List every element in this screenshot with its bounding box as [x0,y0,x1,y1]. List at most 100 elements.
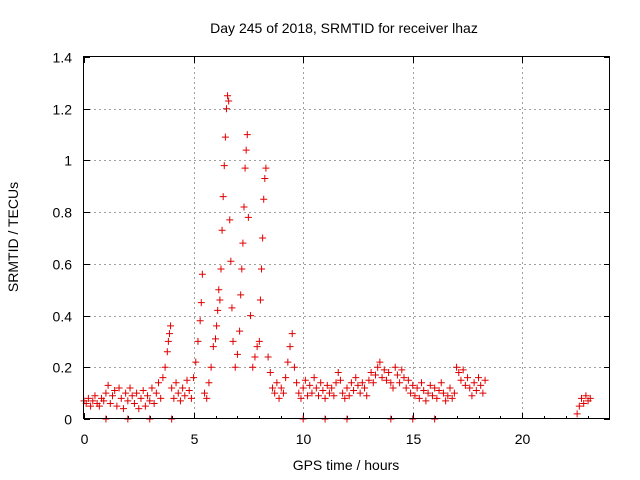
data-point [453,363,461,371]
data-point [190,374,198,382]
gridlines [84,57,610,419]
data-point [251,353,259,361]
data-point [249,363,257,371]
data-point [222,105,230,113]
data-point [446,384,454,392]
data-point [164,337,172,345]
data-point [374,363,382,371]
data-point [243,131,251,139]
data-point [420,387,428,395]
data-point [301,376,309,384]
data-point [100,397,108,405]
data-points [80,92,594,423]
data-point [435,387,443,395]
data-point [84,394,92,402]
data-point [433,394,441,402]
data-point [163,348,171,356]
y-tick-label: 0.2 [53,360,73,376]
data-point [444,392,452,400]
data-point [475,374,482,382]
data-point [236,327,244,335]
data-point [266,368,274,376]
data-point [290,363,298,371]
data-point [119,405,127,413]
data-point [220,162,228,170]
data-point [380,366,388,374]
data-point [376,358,384,366]
data-point [295,389,303,397]
data-point [256,296,264,304]
data-point [170,394,178,402]
data-point [297,394,305,402]
data-point [345,392,353,400]
data-point [104,381,112,389]
data-point [464,374,472,382]
data-point [286,343,294,351]
data-point [239,239,247,247]
data-point [161,363,169,371]
data-point [418,379,426,387]
data-point [411,392,419,400]
data-point [214,306,222,314]
data-point [415,394,423,402]
data-point [168,384,176,392]
data-point [247,312,255,320]
data-point [226,216,234,224]
data-point [194,337,202,345]
data-point [288,330,296,338]
data-point [231,363,239,371]
data-point [328,384,336,392]
data-point [367,368,375,376]
x-tick-label: 15 [406,431,422,447]
data-point [407,389,415,397]
data-point [277,384,285,392]
data-point [382,376,390,384]
data-point [213,322,221,330]
data-point [350,387,358,395]
data-point [268,384,276,392]
data-point [183,376,191,384]
data-point [369,379,377,387]
data-point [146,397,154,405]
data-point [575,402,583,410]
data-point [259,234,267,242]
data-point [402,384,410,392]
data-point [352,374,360,382]
data-point [428,392,436,400]
data-point [336,376,344,384]
data-point [426,381,434,389]
data-point [196,317,204,325]
data-point [167,322,175,330]
data-point [398,366,406,374]
data-point [212,335,219,343]
data-point [422,397,430,405]
data-point [233,350,241,358]
data-point [157,394,165,402]
data-point [448,394,456,402]
data-point [391,363,399,371]
data-point [319,387,327,395]
data-point [144,392,152,400]
y-tick-label: 1.2 [53,102,73,118]
data-point [580,399,588,407]
data-point [241,164,249,172]
data-point [165,330,173,338]
data-point [356,389,364,397]
data-point [393,371,401,379]
data-point [137,394,145,402]
data-point [470,379,478,387]
data-point [450,389,458,397]
data-point [197,299,205,307]
data-point [228,304,236,312]
data-point [293,379,301,387]
data-point [468,392,476,400]
x-axis-label: GPS time / hours [293,457,400,473]
data-point [330,392,338,400]
data-point [207,363,215,371]
x-tick-label: 0 [81,431,89,447]
data-point [385,368,393,376]
data-point [413,384,421,392]
data-point [275,394,283,402]
data-point [216,296,224,304]
